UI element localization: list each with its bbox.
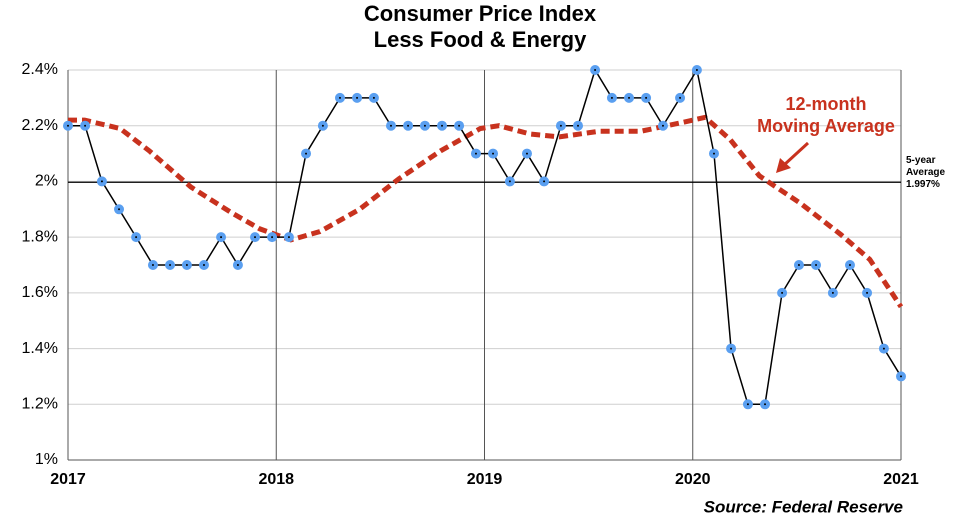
point [708, 148, 719, 159]
point [624, 92, 635, 103]
point [742, 399, 753, 410]
y-tick-label: 2.4% [22, 61, 58, 78]
annotation [776, 141, 810, 173]
point [657, 120, 668, 131]
point [131, 232, 142, 243]
point [216, 232, 227, 243]
annotation-arrowhead [776, 158, 791, 173]
point [539, 176, 550, 187]
point [760, 399, 771, 410]
x-tick-label: 2020 [675, 471, 711, 488]
point [147, 260, 158, 270]
x-tick-label: 2019 [467, 471, 503, 488]
chart-title: Consumer Price Index [364, 1, 597, 26]
x-tick-label: 2021 [883, 471, 919, 488]
point [521, 148, 532, 159]
point [504, 176, 515, 187]
y-tick-label: 1% [35, 451, 58, 468]
annotation-text: 12-month [786, 94, 867, 114]
point [267, 232, 278, 243]
point [114, 204, 125, 215]
point [96, 176, 107, 187]
point [844, 260, 855, 270]
y-tick-label: 1.2% [22, 396, 58, 413]
y-tick-label: 2% [35, 173, 58, 190]
grid [67, 69, 902, 461]
reference-label: 5-year [906, 155, 936, 166]
source: Source: Federal Reserve [704, 497, 903, 516]
point [555, 120, 566, 131]
point [165, 260, 176, 270]
reference-label: Average [906, 167, 946, 178]
point [250, 232, 261, 243]
annotation-arrow [782, 141, 810, 167]
point [80, 120, 91, 131]
point [896, 371, 906, 382]
point [403, 120, 414, 131]
point [470, 148, 481, 159]
point [488, 148, 499, 159]
y-tick-label: 1.6% [22, 284, 58, 301]
point [352, 92, 363, 103]
point [63, 120, 73, 131]
point [419, 120, 430, 131]
point [777, 287, 788, 298]
point [691, 65, 702, 75]
x-tick-label: 2017 [50, 471, 86, 488]
point [675, 92, 686, 103]
point [573, 120, 584, 131]
point [827, 287, 838, 298]
x-tick-label: 2018 [258, 471, 294, 488]
point [232, 260, 243, 270]
y-tick-label: 2.2% [22, 117, 58, 134]
point [437, 120, 448, 131]
point [385, 120, 396, 131]
y-tick-label: 1.8% [22, 228, 58, 245]
point [301, 148, 312, 159]
point [726, 343, 737, 354]
point [454, 120, 465, 131]
point [862, 287, 873, 298]
chart-subtitle: Less Food & Energy [374, 27, 587, 52]
point [368, 92, 379, 103]
point [641, 92, 652, 103]
point [590, 65, 601, 75]
point [198, 260, 209, 270]
point [878, 343, 889, 354]
point [283, 232, 294, 243]
annotation-text: Moving Average [757, 116, 895, 136]
point [606, 92, 617, 103]
point [793, 260, 804, 270]
reference-label: 1.997% [906, 179, 940, 190]
y-tick-label: 1.4% [22, 340, 58, 357]
point [811, 260, 822, 270]
point [181, 260, 192, 270]
point [317, 120, 328, 131]
point [334, 92, 345, 103]
